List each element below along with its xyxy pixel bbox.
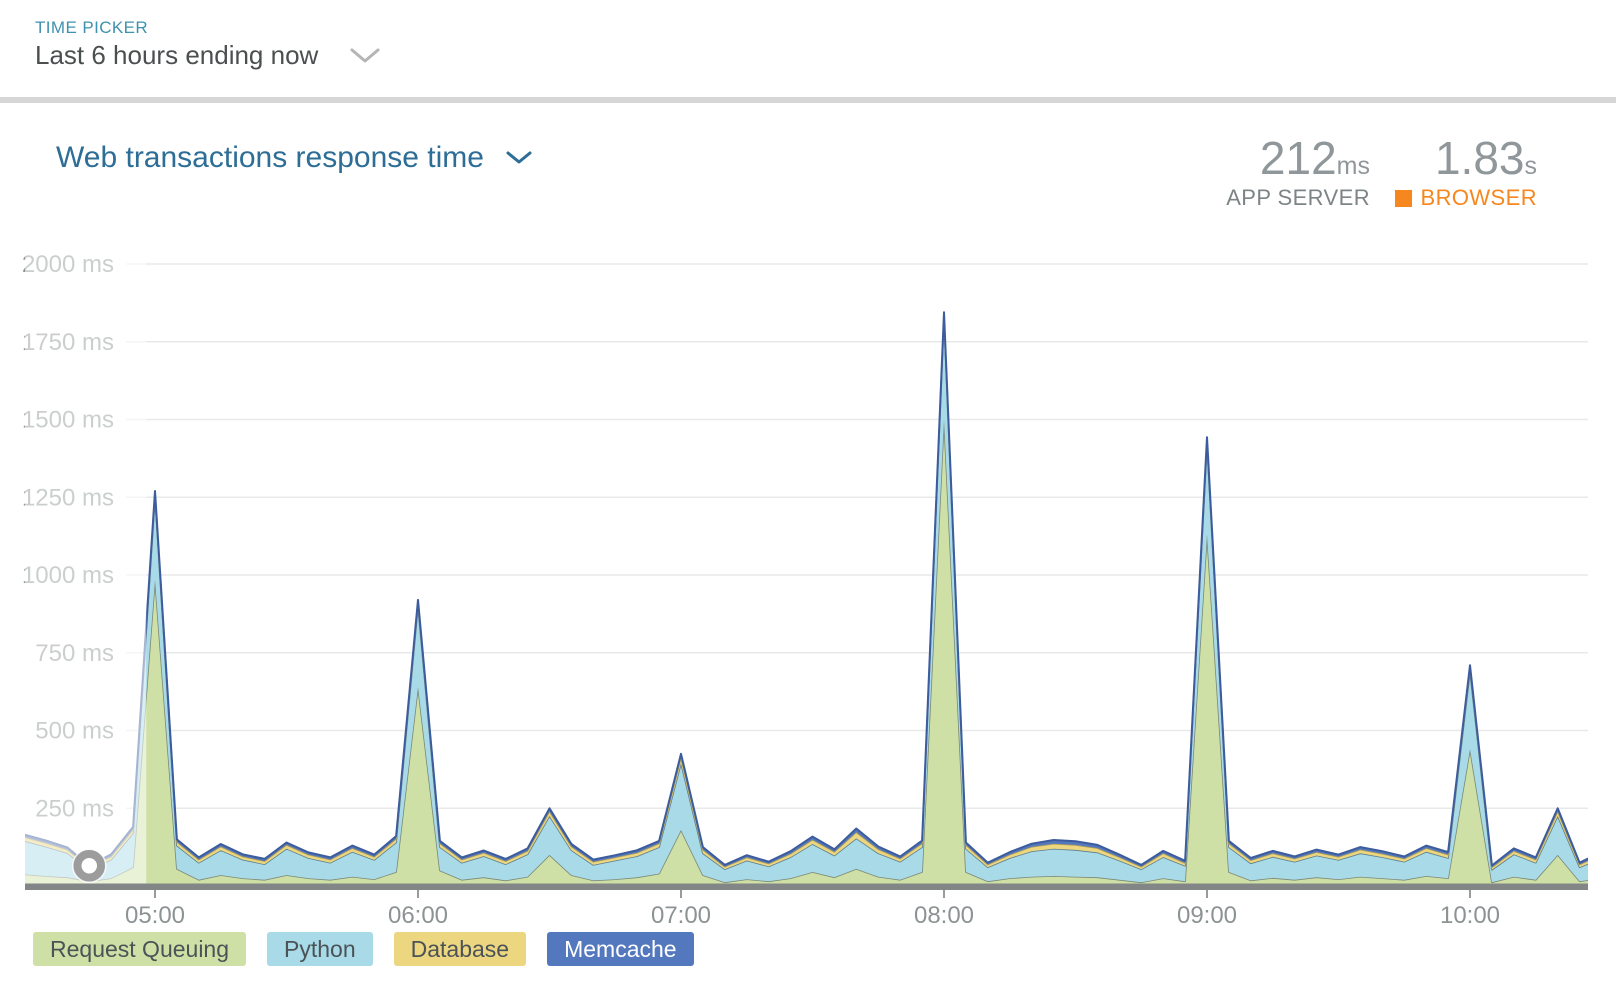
legend-item-request-queuing[interactable]: Request Queuing bbox=[33, 932, 247, 966]
series-line-python bbox=[25, 317, 1588, 871]
series-line-request-queuing bbox=[25, 418, 1588, 884]
browser-label: BROWSER bbox=[1394, 185, 1537, 211]
browser-value: 1.83s bbox=[1395, 135, 1537, 181]
x-axis-label: 10:00 bbox=[1440, 902, 1500, 925]
app-server-value: 212ms bbox=[1226, 135, 1370, 181]
chart-title: Web transactions response time bbox=[56, 141, 484, 174]
series-band-database bbox=[25, 314, 1588, 870]
header-divider bbox=[0, 97, 1616, 103]
series-band-python bbox=[25, 318, 1588, 883]
chart-title-dropdown[interactable]: Web transactions response time bbox=[56, 141, 532, 175]
time-picker[interactable]: TIME PICKER Last 6 hours ending now bbox=[35, 18, 380, 71]
legend-item-database[interactable]: Database bbox=[393, 932, 527, 966]
faded-region-overlay bbox=[25, 225, 147, 886]
app-server-label: APP SERVER bbox=[1226, 185, 1370, 210]
app-server-unit: ms bbox=[1336, 152, 1370, 180]
scrubber-handle[interactable] bbox=[72, 848, 107, 884]
chart-legend: Request Queuing Python Database Memcache bbox=[33, 932, 694, 966]
x-axis: 05:00 06:00 07:00 08:00 09:00 10:00 bbox=[125, 890, 1500, 925]
app-server-number: 212 bbox=[1259, 132, 1337, 184]
time-picker-value: Last 6 hours ending now bbox=[35, 40, 319, 70]
x-axis-label: 07:00 bbox=[651, 902, 711, 925]
browser-label-text: BROWSER bbox=[1420, 185, 1537, 210]
series-band-memcache bbox=[25, 312, 1588, 868]
stacked-areas bbox=[25, 311, 1588, 886]
browser-metric: 1.83s BROWSER bbox=[1394, 135, 1537, 211]
browser-swatch-icon bbox=[1394, 189, 1412, 207]
gridlines: 250 ms500 ms750 ms1000 ms1250 ms1500 ms1… bbox=[22, 251, 1588, 822]
x-axis-label: 09:00 bbox=[1177, 902, 1237, 925]
x-axis-line bbox=[25, 883, 1588, 890]
time-picker-label: TIME PICKER bbox=[35, 18, 149, 37]
chevron-down-icon[interactable] bbox=[350, 48, 380, 64]
x-axis-label: 06:00 bbox=[388, 902, 448, 925]
response-time-chart[interactable]: 250 ms500 ms750 ms1000 ms1250 ms1500 ms1… bbox=[0, 225, 1616, 925]
x-axis-label: 05:00 bbox=[125, 902, 185, 925]
legend-item-python[interactable]: Python bbox=[267, 932, 373, 966]
series-band-request-queuing bbox=[25, 419, 1588, 886]
browser-number: 1.83 bbox=[1434, 132, 1525, 184]
legend-item-memcache[interactable]: Memcache bbox=[547, 932, 694, 966]
browser-unit: s bbox=[1524, 152, 1538, 180]
series-line-database bbox=[25, 313, 1588, 869]
app-server-metric: 212ms APP SERVER bbox=[1226, 135, 1370, 211]
x-axis-label: 08:00 bbox=[914, 902, 974, 925]
series-line-memcache bbox=[25, 311, 1588, 867]
chevron-down-icon[interactable] bbox=[506, 151, 532, 165]
